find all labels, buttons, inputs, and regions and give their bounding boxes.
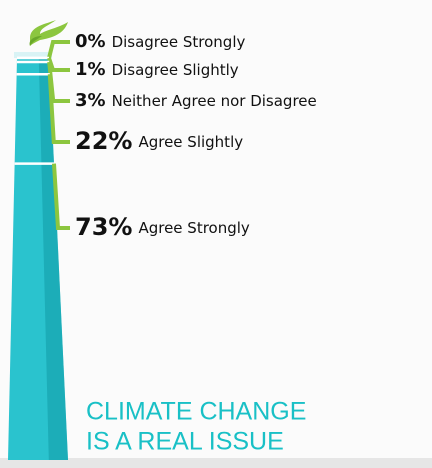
data-label: 3% Neither Agree nor Disagree: [75, 90, 317, 111]
value-label: 3%: [75, 90, 106, 111]
category-label: Disagree Strongly: [112, 33, 246, 51]
data-label: 22% Agree Slightly: [75, 127, 243, 155]
data-label: 73% Agree Strongly: [75, 213, 250, 241]
category-label: Agree Strongly: [138, 219, 249, 237]
floor: [0, 458, 432, 468]
data-label: 1% Disagree Slightly: [75, 59, 239, 80]
smoke-logo-shadow: [29, 36, 42, 46]
chimney-shade: [38, 62, 50, 75]
chimney-shade: [41, 163, 68, 461]
title-line: IS A REAL ISSUE: [86, 428, 284, 456]
value-label: 22%: [75, 127, 132, 155]
value-label: 1%: [75, 59, 106, 80]
label-connector: [47, 74, 70, 144]
value-label: 73%: [75, 213, 132, 241]
label-connector: [47, 40, 70, 59]
value-label: 0%: [75, 31, 106, 52]
category-label: Agree Slightly: [138, 133, 243, 151]
data-label: 0% Disagree Strongly: [75, 31, 245, 52]
chimney-cap: [14, 52, 52, 58]
label-connector: [51, 163, 70, 230]
category-label: Disagree Slightly: [112, 61, 239, 79]
smoke-logo: [30, 20, 68, 46]
title-line: CLIMATE CHANGE: [86, 398, 306, 426]
category-label: Neither Agree nor Disagree: [112, 92, 317, 110]
